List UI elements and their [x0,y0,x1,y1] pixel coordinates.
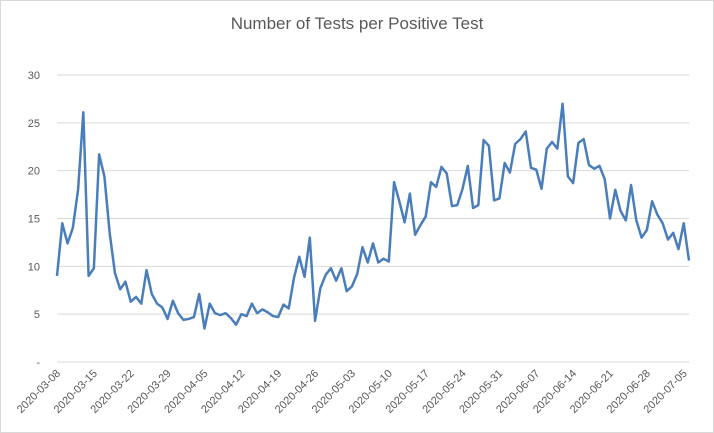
y-tick-label: 15 [28,214,40,226]
y-tick-label: 20 [28,166,40,178]
y-tick-label: 10 [28,261,40,273]
x-axis-ticks: 2020-03-082020-03-152020-03-222020-03-29… [15,368,690,416]
y-tick-label: 5 [34,309,40,321]
y-tick-label: 30 [28,70,40,82]
chart-title: Number of Tests per Positive Test [230,14,484,33]
y-axis-ticks: - 5 10 15 20 25 30 [28,70,41,369]
y-tick-label: 25 [28,118,40,130]
gridlines [57,74,689,363]
y-tick-label: - [36,357,40,369]
series-line [55,102,691,330]
